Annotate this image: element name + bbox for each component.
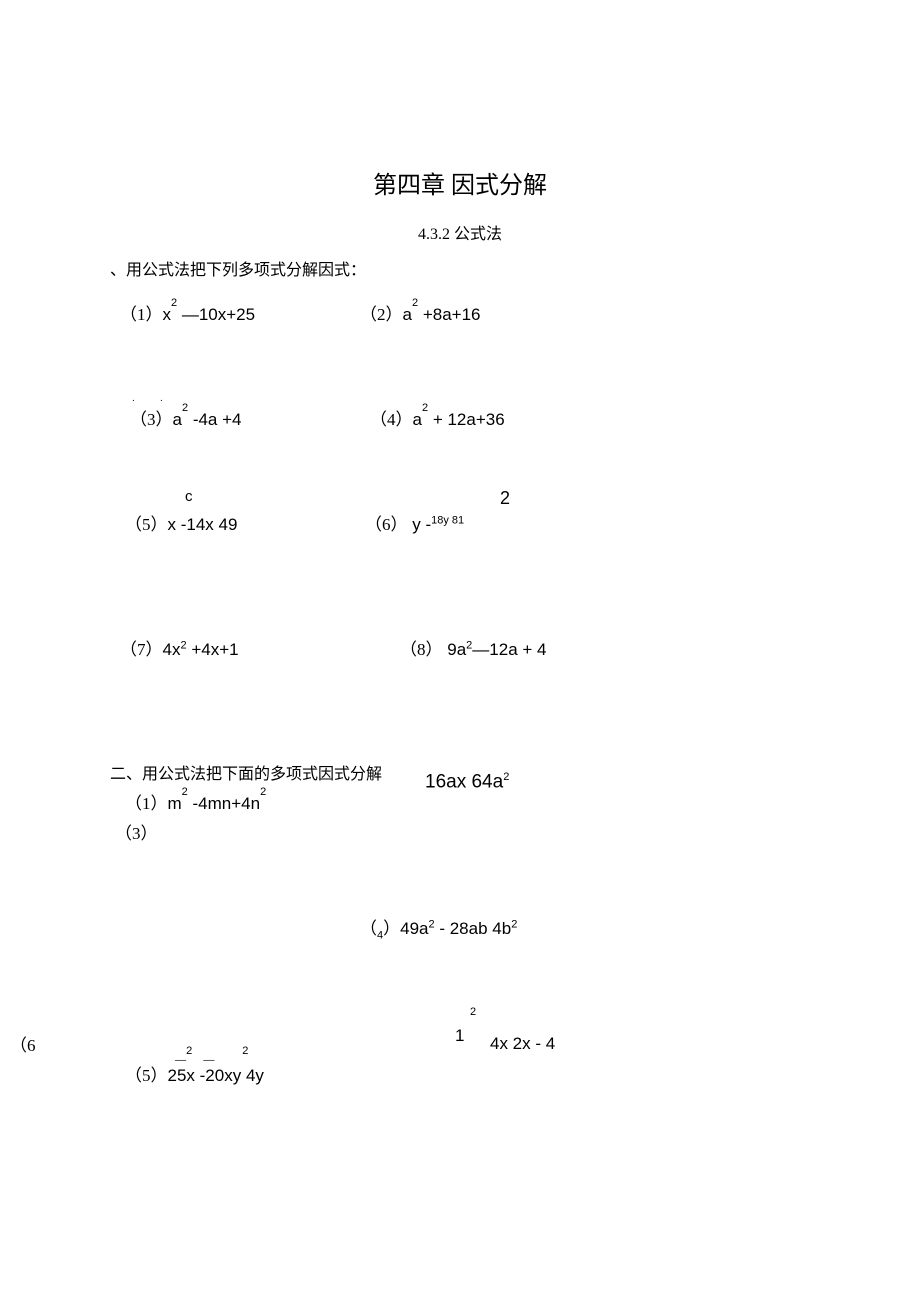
section2-row-3: （4）49a2 - 28ab 4b2: [110, 914, 920, 941]
problem-s5: __2 __ 2 （5）25x -20xy 4y: [125, 1061, 264, 1086]
problem-label: （1）: [120, 305, 163, 324]
problem-text: a: [403, 305, 412, 324]
problem-label: （7）: [120, 640, 163, 659]
problem-label: （5）: [125, 1066, 168, 1085]
problem-s1: （1）m2 -4mn+4n2: [125, 789, 425, 814]
chapter-title: 第四章 因式分解: [110, 165, 810, 200]
section2-row-4: （6 __2 __ 2 （5）25x -20xy 4y 2 1 4x 2x - …: [110, 1031, 920, 1086]
problem-sup: 2: [260, 786, 266, 798]
problem-sup: 2: [171, 297, 177, 309]
problem-4: （4）a2 + 12a+36: [370, 405, 505, 430]
problem-row-4: （7）4x2 +4x+1 （8） 9a2—12a + 4: [110, 635, 920, 660]
problem-label: （1）: [125, 794, 168, 813]
problem-row-2: （3）a2 -4a.. +4 （4）a2 + 12a+36: [110, 405, 920, 430]
problem-text: x -14x 49: [168, 515, 238, 534]
dot-icon: .: [132, 393, 135, 404]
problem-text: m: [168, 794, 182, 813]
problem-label: （8）: [400, 640, 443, 659]
section2-row-2: （3）: [110, 819, 920, 844]
section2-row-1: （1）m2 -4mn+4n2 16ax 64a2: [110, 789, 920, 814]
problem-text: - 28ab 4b: [435, 919, 512, 938]
problem-sup: 2: [412, 297, 418, 309]
problem-sup: 2: [422, 402, 428, 414]
problem-label: （3）: [130, 410, 173, 429]
problem-text: —10x+25: [177, 305, 255, 324]
problem-s3: （3）: [115, 819, 355, 844]
section2-heading: 二、用公式法把下面的多项式因式分解: [110, 760, 920, 784]
problem-1: （1）x2 —10x+25: [120, 300, 360, 325]
problem-5: c （5）x -14x 49: [125, 510, 365, 535]
problem-text: 4x: [163, 640, 181, 659]
problem-label: （6）: [365, 515, 408, 534]
problem-text: -4mn+4n: [188, 794, 260, 813]
problem-text: -4a: [188, 410, 217, 429]
problem-sup: 2: [182, 786, 188, 798]
problem-text: +4: [217, 410, 241, 429]
problem-row-3: c （5）x -14x 49 2 （6） y -18y 81: [110, 510, 920, 535]
problem-8: （8） 9a2—12a + 4: [400, 635, 546, 660]
problem-label: （: [360, 919, 377, 938]
problem-sup-line: __2 __ 2: [175, 1045, 248, 1061]
problem-text: +4x+1: [187, 640, 239, 659]
problem-text: a: [173, 410, 182, 429]
problem-text: +8a+16: [418, 305, 480, 324]
problem-row-1: （1）x2 —10x+25 （2）a2 +8a+16: [110, 300, 920, 325]
section1-heading: 、用公式法把下列多项式分解因式：: [110, 256, 920, 280]
problem-text: x: [163, 305, 172, 324]
problem-text: -20xy 4y: [195, 1066, 264, 1085]
problem-text: a: [413, 410, 422, 429]
problem-text: —12a + 4: [472, 640, 546, 659]
problem-sup: 2: [503, 771, 509, 783]
dot-icon: .: [160, 393, 163, 404]
problem-label: （4）: [370, 410, 413, 429]
problem-s-right: 16ax 64a2: [425, 771, 509, 796]
problem-text: 16ax 64a: [425, 771, 503, 792]
problem-2: （2）a2 +8a+16: [360, 300, 481, 325]
problem-3: （3）a2 -4a.. +4: [130, 405, 370, 430]
problem-label: ）: [383, 919, 400, 938]
problem-text: 49a: [400, 919, 428, 938]
problem-label: （3）: [115, 824, 158, 843]
problem-top-text: 2: [500, 488, 510, 509]
problem-label: （5）: [125, 515, 168, 534]
problem-text: + 12a+36: [428, 410, 505, 429]
problem-label: （2）: [360, 305, 403, 324]
problem-sup: 18y 81: [431, 514, 464, 526]
problem-top-num: 1: [455, 1026, 464, 1046]
problem-top-text: c: [185, 488, 193, 505]
problem-text: y -: [412, 515, 431, 534]
problem-sup: 2: [182, 402, 188, 414]
subsection-title: 4.3.2 公式法: [110, 220, 810, 244]
problem-text: 25x: [168, 1066, 195, 1085]
problem-s6-label: （6: [10, 1031, 36, 1056]
problem-sup: 2: [511, 918, 517, 930]
problem-7: （7）4x2 +4x+1: [120, 635, 360, 660]
problem-text: 9a: [447, 640, 466, 659]
problem-top-sup: 2: [470, 1006, 476, 1018]
problem-6: 2 （6） y -18y 81: [365, 510, 464, 535]
problem-s4: （4）49a2 - 28ab 4b2: [360, 914, 517, 941]
problem-text: 4x 2x - 4: [490, 1034, 555, 1054]
